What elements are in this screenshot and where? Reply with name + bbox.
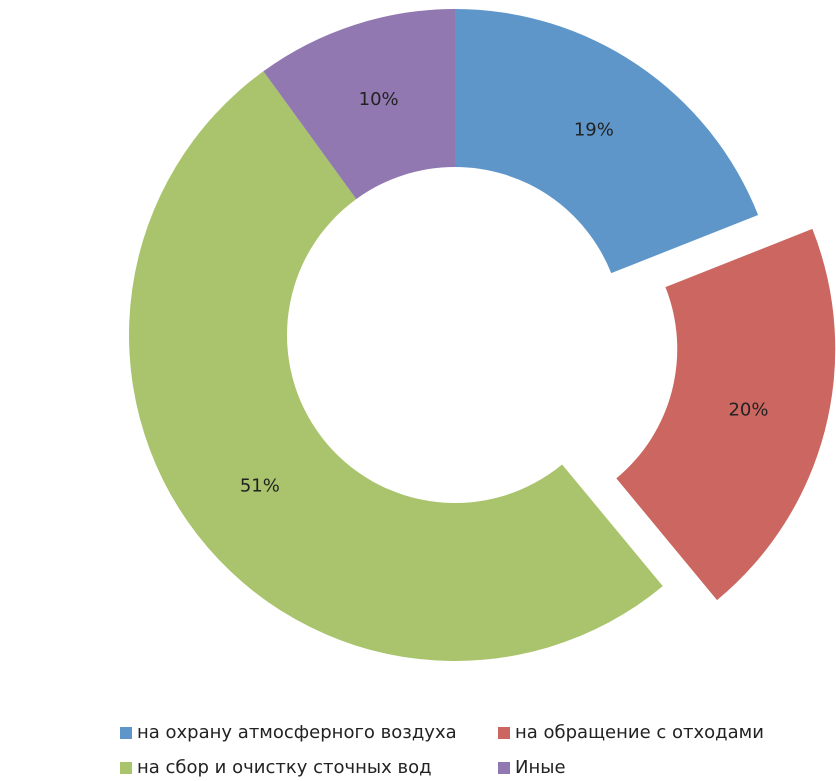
legend-label: Иные [515, 757, 566, 778]
donut-slice [455, 9, 759, 274]
donut-slice [128, 71, 663, 662]
data-label: 51% [240, 475, 280, 496]
legend-label: на охрану атмосферного воздуха [137, 722, 457, 743]
data-label: 20% [728, 399, 768, 420]
data-label: 19% [574, 120, 614, 141]
data-label: 10% [359, 89, 399, 110]
donut-slice [263, 9, 455, 200]
legend-label: на обращение с отходами [515, 722, 764, 743]
donut-slice [616, 228, 836, 601]
legend-swatch [120, 727, 132, 739]
legend-label: на сбор и очистку сточных вод [137, 757, 432, 778]
legend-swatch [498, 727, 510, 739]
legend-swatch [120, 762, 132, 774]
legend-swatch [498, 762, 510, 774]
